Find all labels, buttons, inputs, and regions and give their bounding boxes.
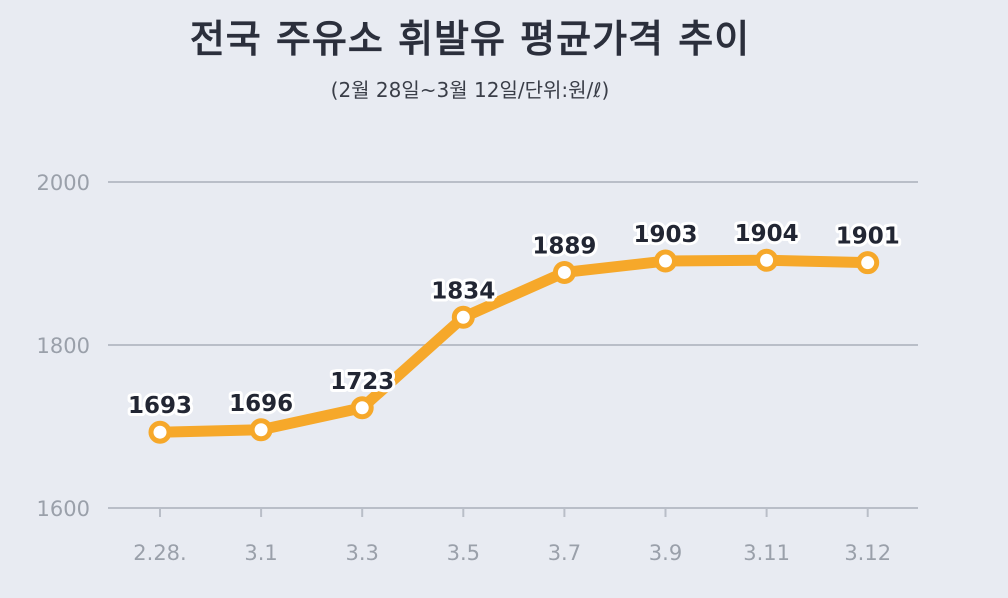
data-point	[755, 248, 779, 272]
x-tick-label: 3.9	[649, 541, 682, 565]
data-label: 1904	[735, 221, 799, 247]
data-label: 1696	[229, 391, 293, 417]
data-label: 1903	[633, 222, 697, 248]
x-tick-label: 3.12	[844, 541, 891, 565]
y-tick-label: 1600	[37, 497, 90, 521]
x-tick-label: 3.1	[244, 541, 277, 565]
data-point	[350, 396, 374, 420]
chart-title: 전국 주유소 휘발유 평균가격 추이	[189, 17, 751, 61]
y-tick-label: 2000	[37, 171, 90, 195]
data-point	[552, 260, 576, 284]
data-label: 1901	[836, 224, 900, 250]
x-tick-label: 3.5	[447, 541, 480, 565]
y-tick-label: 1800	[37, 334, 90, 358]
grid-lines	[108, 181, 918, 509]
data-label: 1889	[532, 233, 596, 259]
x-tick-label: 3.7	[548, 541, 581, 565]
data-point	[654, 249, 677, 273]
chart-subtitle: (2월 28일~3월 12일/단위:원/ℓ)	[330, 78, 610, 102]
x-tick-label: 3.11	[743, 541, 790, 565]
data-point	[451, 305, 475, 329]
data-label: 1834	[431, 278, 495, 304]
data-label: 1693	[128, 393, 192, 419]
data-point	[249, 418, 273, 442]
data-label: 1723	[330, 369, 394, 395]
x-tick-label: 2.28.	[133, 541, 186, 565]
data-point	[856, 251, 880, 275]
data-point	[148, 420, 172, 444]
series-line	[154, 254, 874, 438]
x-tick-label: 3.3	[345, 541, 378, 565]
axis-ticks: 1600 1800 2000 2.28. 3.1 3.3 3.5 3.7 3.9 3.11 3.12	[37, 171, 892, 565]
data-labels: 1693 1696 1723 1834 1889 1903 1904 1901	[125, 218, 903, 422]
series-layer	[148, 248, 880, 444]
